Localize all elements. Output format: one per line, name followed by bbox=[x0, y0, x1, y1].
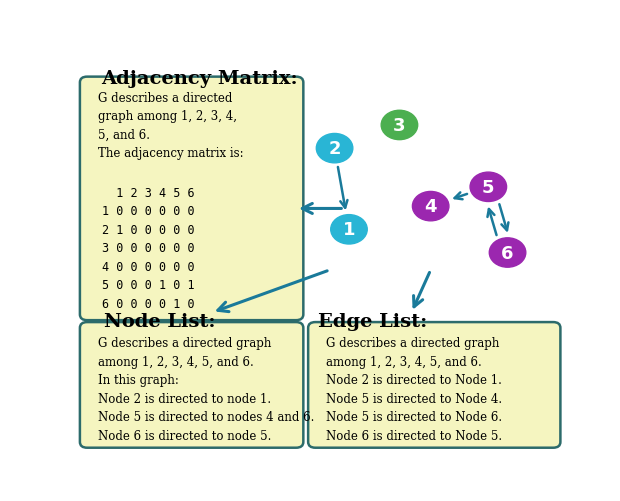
Circle shape bbox=[470, 173, 507, 202]
Text: G describes a directed
graph among 1, 2, 3, 4,
5, and 6.
The adjacency matrix is: G describes a directed graph among 1, 2,… bbox=[98, 92, 243, 160]
Text: Node List:: Node List: bbox=[104, 313, 215, 331]
Text: 1 2 3 4 5 6
1 0 0 0 0 0 0
2 1 0 0 0 0 0
3 0 0 0 0 0 0
4 0 0 0 0 0 0
5 0 0 0 1 0 : 1 2 3 4 5 6 1 0 0 0 0 0 0 2 1 0 0 0 0 0 … bbox=[102, 186, 195, 310]
Text: 6: 6 bbox=[502, 244, 514, 262]
Text: 5: 5 bbox=[482, 178, 495, 196]
Text: G describes a directed graph
among 1, 2, 3, 4, 5, and 6.
In this graph:
Node 2 i: G describes a directed graph among 1, 2,… bbox=[98, 337, 314, 442]
Text: 2: 2 bbox=[329, 140, 341, 158]
Text: 4: 4 bbox=[425, 198, 437, 216]
Circle shape bbox=[330, 215, 367, 244]
Circle shape bbox=[381, 111, 418, 140]
Text: 3: 3 bbox=[393, 117, 405, 135]
Text: G describes a directed graph
among 1, 2, 3, 4, 5, and 6.
Node 2 is directed to N: G describes a directed graph among 1, 2,… bbox=[326, 337, 502, 442]
FancyBboxPatch shape bbox=[80, 323, 303, 448]
FancyBboxPatch shape bbox=[308, 323, 560, 448]
FancyBboxPatch shape bbox=[80, 78, 303, 321]
Circle shape bbox=[316, 134, 353, 163]
Circle shape bbox=[412, 192, 449, 221]
Circle shape bbox=[489, 238, 526, 268]
Text: Adjacency Matrix:: Adjacency Matrix: bbox=[102, 70, 298, 88]
Text: Edge List:: Edge List: bbox=[317, 313, 427, 331]
Text: 1: 1 bbox=[343, 221, 355, 239]
